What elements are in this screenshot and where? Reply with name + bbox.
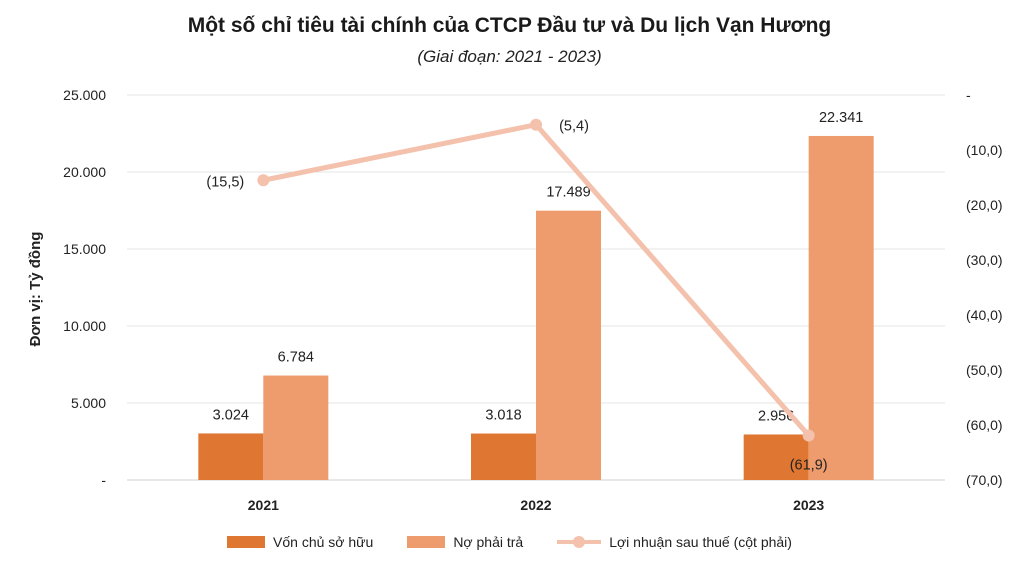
bar-liabilities	[536, 210, 601, 480]
y2-tick-label: -	[966, 87, 971, 103]
legend-item-profit: Lợi nhuận sau thuế (cột phải)	[557, 534, 792, 550]
chart-title: Một số chỉ tiêu tài chính của CTCP Đầu t…	[187, 14, 832, 37]
y-tick-label: 25.000	[63, 87, 106, 103]
y-axis-label: Đơn vị: Tỷ đồng	[27, 232, 44, 347]
bar-equity	[471, 433, 536, 480]
legend-label-liabilities: Nợ phải trả	[453, 534, 524, 550]
legend-swatch-liabilities	[407, 536, 446, 548]
bar-data-label: 22.341	[819, 110, 863, 126]
y2-tick-label: (40,0)	[966, 307, 1003, 323]
y-axis-left: - 5.000 10.000 15.000 20.000 25.000	[63, 87, 106, 488]
line-data-label: (15,5)	[206, 174, 244, 190]
legend-swatch-profit	[557, 535, 602, 549]
bar-data-label: 6.784	[278, 350, 314, 366]
line-labels: (15,5) (5,4) (61,9)	[206, 119, 827, 474]
line-data-label: (5,4)	[559, 119, 589, 135]
y2-tick-label: (50,0)	[966, 362, 1003, 378]
y-tick-label: 10.000	[63, 318, 106, 334]
x-tick-label: 2021	[248, 497, 279, 513]
x-tick-label: 2023	[793, 497, 824, 513]
y2-tick-label: (20,0)	[966, 197, 1003, 213]
legend-label-profit: Lợi nhuận sau thuế (cột phải)	[609, 534, 792, 550]
legend: Vốn chủ sở hữu Nợ phải trả Lợi nhuận sau…	[0, 534, 1019, 550]
legend-swatch-equity	[227, 536, 266, 548]
chart-subtitle: (Giai đoạn: 2021 - 2023)	[417, 47, 602, 66]
bar-data-label: 3.018	[485, 408, 521, 424]
chart-area: - 5.000 10.000 15.000 20.000 25.000 - (10,0) (2…	[27, 87, 1003, 513]
y2-tick-label: (10,0)	[966, 142, 1003, 158]
x-tick-label: 2022	[520, 497, 551, 513]
profit-line	[257, 118, 815, 442]
bars	[198, 135, 874, 480]
bar-data-label: 3.024	[213, 407, 249, 423]
legend-item-equity: Vốn chủ sở hữu	[227, 534, 373, 550]
x-axis: 2021 2022 2023	[248, 497, 825, 513]
bar-liabilities	[263, 375, 329, 480]
profit-point	[802, 429, 815, 442]
bar-liabilities	[808, 135, 874, 480]
y2-tick-label: (30,0)	[966, 252, 1003, 268]
bar-equity	[743, 434, 809, 480]
bar-data-label: 17.489	[546, 185, 590, 201]
legend-item-liabilities: Nợ phải trả	[407, 534, 523, 550]
y-tick-label: 20.000	[63, 164, 106, 180]
y-tick-label: -	[101, 472, 106, 488]
bar-equity	[198, 433, 264, 480]
profit-point	[257, 174, 270, 187]
legend-label-equity: Vốn chủ sở hữu	[273, 534, 374, 550]
y2-tick-label: (60,0)	[966, 417, 1003, 433]
y2-tick-label: (70,0)	[966, 472, 1003, 488]
line-data-label: (61,9)	[790, 457, 828, 473]
y-axis-right: - (10,0) (20,0) (30,0) (40,0) (50,0) (60,0) (70…	[966, 87, 1003, 488]
profit-point	[530, 118, 542, 131]
y-tick-label: 15.000	[63, 241, 106, 257]
y-tick-label: 5.000	[71, 395, 106, 411]
